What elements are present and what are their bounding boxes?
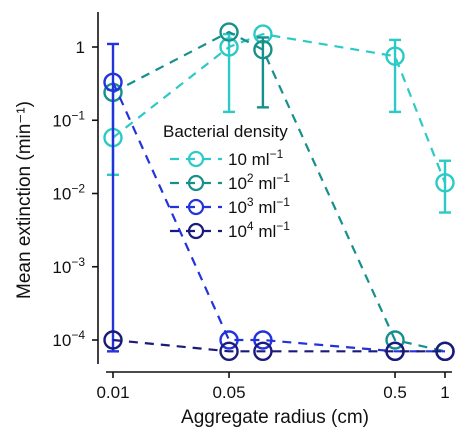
x-tick-label: 0.05 xyxy=(212,383,245,402)
y-tick-label: 10−3 xyxy=(52,255,85,277)
data-point xyxy=(253,341,273,362)
data-point xyxy=(385,46,405,66)
series-4 xyxy=(103,330,455,362)
data-point xyxy=(385,341,405,362)
legend-title: Bacterial density xyxy=(163,122,288,141)
x-tick-label: 1 xyxy=(440,383,449,402)
legend-entry-label: 103 ml−1 xyxy=(228,195,290,217)
data-point xyxy=(435,173,455,193)
x-tick-label: 0.5 xyxy=(383,383,407,402)
legend-marker xyxy=(187,150,205,168)
legend-entry-label: 102 ml−1 xyxy=(228,171,290,193)
x-tick-label: 0.01 xyxy=(96,383,129,402)
data-point xyxy=(219,22,239,42)
legend-marker xyxy=(187,174,205,192)
data-point xyxy=(219,341,239,362)
legend-marker xyxy=(187,222,205,240)
x-axis-label: Aggregate radius (cm) xyxy=(181,407,369,428)
data-point xyxy=(435,341,455,362)
legend-entry-label: 104 ml−1 xyxy=(228,219,290,241)
data-point xyxy=(219,330,239,350)
data-point xyxy=(103,72,123,92)
series-layer xyxy=(103,22,455,362)
data-point xyxy=(219,37,239,57)
axes: 1 10−1 10−2 10−3 10−4 0.01 0.05 0.5 1 xyxy=(52,12,452,402)
legend-entry-label: 10 ml−1 xyxy=(228,147,284,169)
data-point xyxy=(103,330,123,350)
series-line xyxy=(112,30,446,353)
data-point xyxy=(253,330,273,350)
y-tick-label: 1 xyxy=(76,38,85,57)
series-line xyxy=(111,81,445,353)
data-point xyxy=(385,330,405,350)
legend-marker xyxy=(187,198,205,216)
data-point xyxy=(253,39,273,60)
y-tick-label: 10−1 xyxy=(52,108,85,130)
series-1 xyxy=(103,24,455,214)
series-line xyxy=(112,32,447,184)
y-tick-label: 10−2 xyxy=(52,182,85,204)
y-tick-label: 10−4 xyxy=(52,328,85,350)
y-axis-label: Mean extinction (min⁻¹) xyxy=(14,101,35,299)
series-line xyxy=(112,338,445,353)
